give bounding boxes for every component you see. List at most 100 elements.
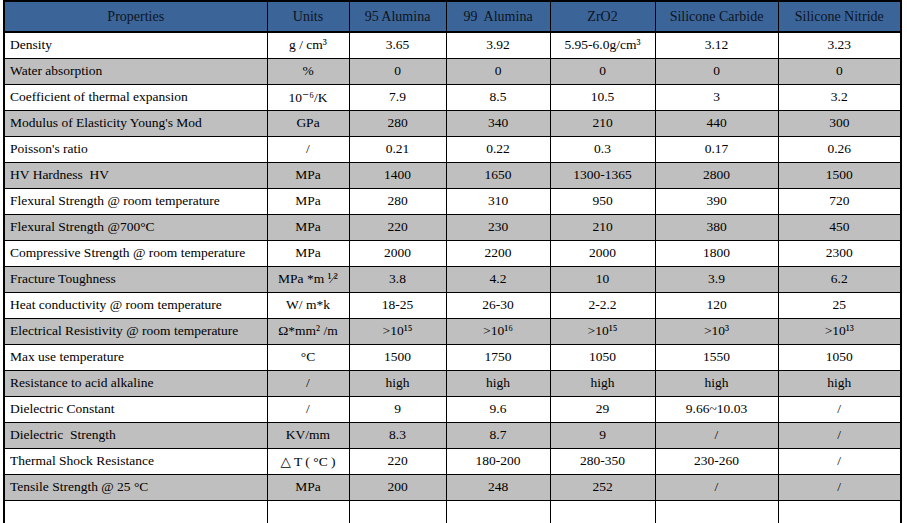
col-header-units: Units [267,1,349,32]
empty-cell [4,500,267,523]
value-cell: high [446,370,550,396]
property-cell: Modulus of Elasticity Young's Mod [4,110,267,136]
value-cell: 220 [349,214,446,240]
table-row: Heat conductivity @ room temperature W/ … [4,292,901,318]
value-cell: 0 [655,58,778,84]
table-row: Fracture Toughness MPa *m ¹⁄² 3.8 4.2 10… [4,266,901,292]
property-cell: Resistance to acid alkaline [4,370,267,396]
value-cell: / [655,474,778,500]
value-cell: 720 [778,188,901,214]
table-row: Compressive Strength @ room temperature … [4,240,901,266]
value-cell: 0 [778,58,901,84]
property-cell: Flexural Strength @ room temperature [4,188,267,214]
value-cell: 29 [550,396,655,422]
value-cell: 440 [655,110,778,136]
value-cell: 380 [655,214,778,240]
value-cell: 2000 [349,240,446,266]
value-cell: 3.2 [778,84,901,110]
value-cell: 0.3 [550,136,655,162]
empty-cell [267,500,349,523]
value-cell: 2000 [550,240,655,266]
value-cell: 390 [655,188,778,214]
table-row: HV Hardness HV MPa 1400 1650 1300-1365 2… [4,162,901,188]
col-header-95-alumina: 95 Alumina [349,1,446,32]
col-header-zro2: ZrO2 [550,1,655,32]
unit-cell: g / cm³ [267,32,349,58]
ceramic-properties-table: Properties Units 95 Alumina 99 Alumina Z… [3,0,902,523]
property-cell: Max use temperature [4,344,267,370]
table-row: Dielectric Strength KV/mm 8.3 8.7 9 / / [4,422,901,448]
unit-cell: MPa [267,214,349,240]
unit-cell: GPa [267,110,349,136]
value-cell: 120 [655,292,778,318]
property-cell: Poisson's ratio [4,136,267,162]
value-cell: 1050 [550,344,655,370]
table-row: Resistance to acid alkaline / high high … [4,370,901,396]
unit-cell: MPa [267,188,349,214]
unit-cell: 10⁻⁶/K [267,84,349,110]
value-cell: / [778,422,901,448]
value-cell: 9 [349,396,446,422]
col-header-properties: Properties [4,1,267,32]
table-row: Modulus of Elasticity Young's Mod GPa 28… [4,110,901,136]
value-cell: 3 [655,84,778,110]
value-cell: 10.5 [550,84,655,110]
value-cell: 2800 [655,162,778,188]
value-cell: 450 [778,214,901,240]
empty-cell [446,500,550,523]
value-cell: >10¹³ [778,318,901,344]
value-cell: 230-260 [655,448,778,474]
value-cell: 1750 [446,344,550,370]
value-cell: 252 [550,474,655,500]
ceramic-properties-screenshot: Properties Units 95 Alumina 99 Alumina Z… [0,0,907,523]
value-cell: 3.8 [349,266,446,292]
value-cell: 8.3 [349,422,446,448]
property-cell: Dielectric Strength [4,422,267,448]
value-cell: high [550,370,655,396]
empty-cell [778,500,901,523]
value-cell: 200 [349,474,446,500]
property-cell: Compressive Strength @ room temperature [4,240,267,266]
value-cell: 3.92 [446,32,550,58]
unit-cell: KV/mm [267,422,349,448]
unit-cell: Ω*mm² /m [267,318,349,344]
value-cell: 0.21 [349,136,446,162]
value-cell: 950 [550,188,655,214]
value-cell: / [778,448,901,474]
value-cell: 9 [550,422,655,448]
value-cell: 9.6 [446,396,550,422]
value-cell: 2200 [446,240,550,266]
property-cell: Fracture Toughness [4,266,267,292]
unit-cell: △ T ( °C ) [267,448,349,474]
value-cell: 210 [550,214,655,240]
value-cell: 280 [349,110,446,136]
value-cell: / [778,474,901,500]
value-cell: 3.12 [655,32,778,58]
table-row: Water absorption % 0 0 0 0 0 [4,58,901,84]
value-cell: 1800 [655,240,778,266]
property-cell: Dielectric Constant [4,396,267,422]
value-cell: 3.9 [655,266,778,292]
value-cell: 1650 [446,162,550,188]
table-row: Electrical Resistivity @ room temperatur… [4,318,901,344]
value-cell: 18-25 [349,292,446,318]
value-cell: 0 [446,58,550,84]
value-cell: 220 [349,448,446,474]
value-cell: 0.22 [446,136,550,162]
unit-cell: MPa *m ¹⁄² [267,266,349,292]
property-cell: Water absorption [4,58,267,84]
value-cell: 1050 [778,344,901,370]
empty-cell [655,500,778,523]
property-cell: HV Hardness HV [4,162,267,188]
value-cell: 26-30 [446,292,550,318]
property-cell: Coefficient of thermal expansion [4,84,267,110]
table-row: Flexural Strength @ room temperature MPa… [4,188,901,214]
value-cell: high [778,370,901,396]
value-cell: 248 [446,474,550,500]
property-cell: Tensile Strength @ 25 °C [4,474,267,500]
value-cell: 2300 [778,240,901,266]
value-cell: 300 [778,110,901,136]
value-cell: >10¹⁶ [446,318,550,344]
table-row-clipped [4,500,901,523]
unit-cell: MPa [267,240,349,266]
